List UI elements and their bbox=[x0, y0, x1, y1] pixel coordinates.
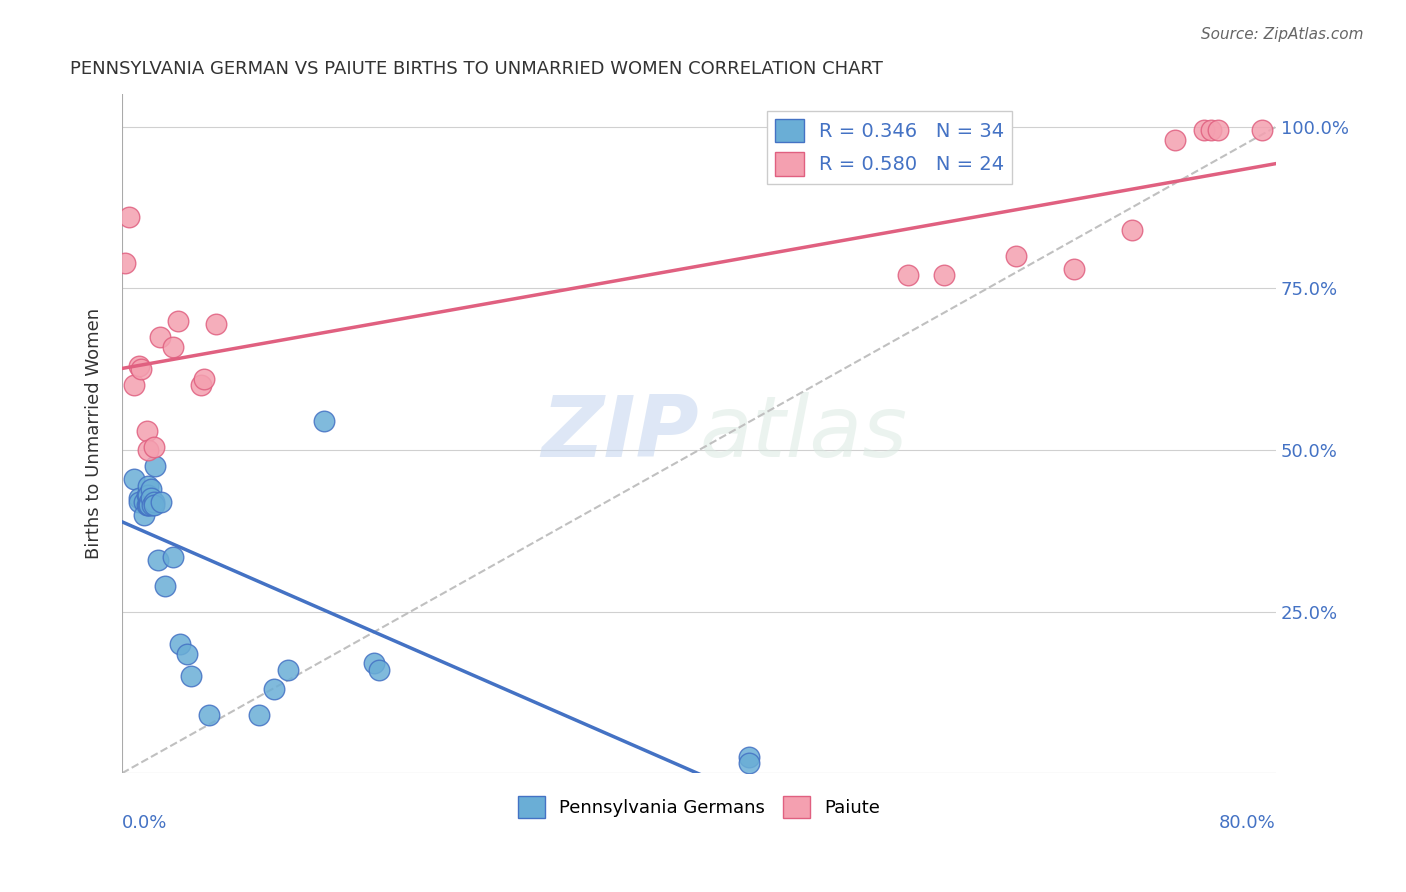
Point bbox=[136, 488, 159, 502]
Point bbox=[132, 494, 155, 508]
Text: ZIP: ZIP bbox=[541, 392, 699, 475]
Text: Source: ZipAtlas.com: Source: ZipAtlas.com bbox=[1201, 27, 1364, 42]
Point bbox=[139, 491, 162, 506]
Point bbox=[363, 657, 385, 671]
Point bbox=[1121, 223, 1143, 237]
Point bbox=[150, 494, 173, 508]
Point bbox=[138, 498, 160, 512]
Point bbox=[1063, 262, 1085, 277]
Point bbox=[146, 553, 169, 567]
Point bbox=[136, 442, 159, 457]
Point bbox=[136, 478, 159, 492]
Point bbox=[135, 488, 157, 502]
Point bbox=[277, 663, 299, 677]
Point bbox=[132, 508, 155, 522]
Point bbox=[190, 378, 212, 392]
Point bbox=[204, 317, 226, 331]
Point bbox=[197, 708, 219, 723]
Point bbox=[1250, 123, 1272, 137]
Point bbox=[129, 362, 152, 376]
Point bbox=[180, 669, 202, 683]
Y-axis label: Births to Unmarried Women: Births to Unmarried Women bbox=[86, 309, 103, 559]
Text: atlas: atlas bbox=[699, 392, 907, 475]
Point bbox=[135, 498, 157, 512]
Point bbox=[148, 330, 170, 344]
Point bbox=[312, 414, 335, 428]
Point bbox=[1192, 123, 1215, 137]
Point bbox=[1199, 123, 1222, 137]
Point bbox=[263, 682, 285, 697]
Text: 0.0%: 0.0% bbox=[122, 814, 167, 832]
Point bbox=[738, 756, 761, 771]
Point bbox=[135, 424, 157, 438]
Point bbox=[155, 579, 177, 593]
Point bbox=[169, 637, 191, 651]
Point bbox=[162, 340, 184, 354]
Point bbox=[1206, 123, 1229, 137]
Text: 80.0%: 80.0% bbox=[1219, 814, 1277, 832]
Legend: Pennsylvania Germans, Paiute: Pennsylvania Germans, Paiute bbox=[510, 789, 887, 825]
Text: PENNSYLVANIA GERMAN VS PAIUTE BIRTHS TO UNMARRIED WOMEN CORRELATION CHART: PENNSYLVANIA GERMAN VS PAIUTE BIRTHS TO … bbox=[70, 60, 883, 78]
Point bbox=[122, 378, 145, 392]
Point bbox=[128, 491, 150, 506]
Point bbox=[141, 498, 163, 512]
Point bbox=[176, 647, 198, 661]
Point bbox=[138, 494, 160, 508]
Point bbox=[142, 440, 165, 454]
Point bbox=[143, 459, 166, 474]
Point bbox=[193, 372, 215, 386]
Point bbox=[367, 663, 389, 677]
Point bbox=[142, 498, 165, 512]
Point bbox=[139, 482, 162, 496]
Point bbox=[247, 708, 270, 723]
Point bbox=[136, 498, 159, 512]
Point bbox=[1005, 249, 1028, 263]
Point bbox=[128, 494, 150, 508]
Point bbox=[122, 472, 145, 486]
Point bbox=[167, 314, 190, 328]
Point bbox=[128, 359, 150, 373]
Point bbox=[162, 549, 184, 564]
Point bbox=[897, 268, 920, 283]
Point bbox=[118, 211, 141, 225]
Point bbox=[142, 494, 165, 508]
Point bbox=[114, 255, 136, 269]
Point bbox=[1164, 133, 1187, 147]
Point bbox=[738, 750, 761, 764]
Point bbox=[934, 268, 956, 283]
